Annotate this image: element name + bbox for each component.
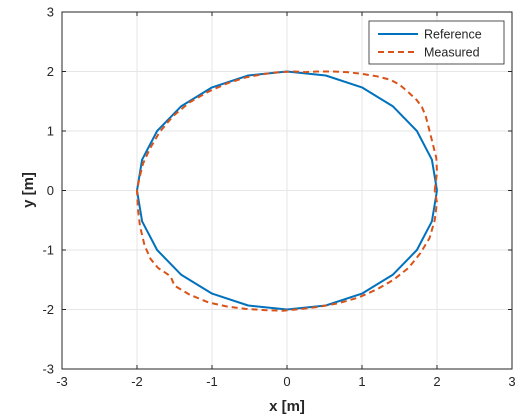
- legend: Reference Measured: [368, 20, 505, 65]
- y-tick-label: 1: [47, 124, 54, 139]
- y-tick-label: 2: [47, 64, 54, 79]
- x-tick-label: 2: [433, 374, 440, 389]
- x-tick-label: -1: [206, 374, 218, 389]
- x-tick-label: -3: [56, 374, 68, 389]
- y-tick-labels: -3 -2 -1 0 1 2 3: [42, 5, 54, 377]
- y-tick-label: -2: [42, 302, 54, 317]
- y-axis-label: y [m]: [20, 172, 37, 208]
- x-tick-label: 0: [283, 374, 290, 389]
- x-tick-label: 3: [508, 374, 515, 389]
- tick-marks: [61, 11, 513, 370]
- y-tick-label: 0: [47, 183, 54, 198]
- legend-label-measured: Measured: [424, 46, 480, 60]
- series-lines: [136, 70, 438, 312]
- legend-box: [368, 20, 505, 65]
- series-line-measured: [136, 70, 438, 312]
- x-tick-label: 1: [358, 374, 365, 389]
- x-tick-labels: -3 -2 -1 0 1 2 3: [56, 374, 515, 389]
- x-axis-label: x [m]: [269, 398, 305, 415]
- y-tick-label: -1: [42, 243, 54, 258]
- y-tick-label: 3: [47, 5, 54, 20]
- x-tick-label: -2: [131, 374, 143, 389]
- y-tick-label: -3: [42, 362, 54, 377]
- legend-label-reference: Reference: [424, 28, 482, 42]
